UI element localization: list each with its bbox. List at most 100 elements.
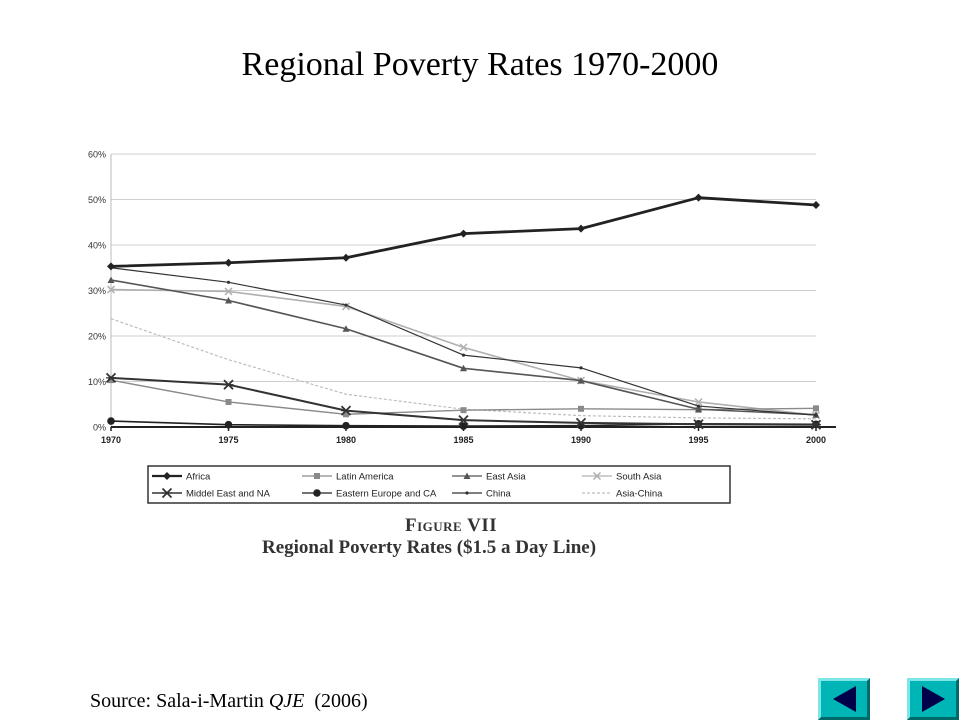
- legend-label: Africa: [186, 472, 211, 483]
- x-tick-label: 2000: [806, 435, 826, 445]
- legend-entry: Latin America: [302, 472, 394, 483]
- data-point: [105, 372, 117, 383]
- data-point: [344, 303, 348, 307]
- data-point: [814, 413, 818, 417]
- marker-stroke: [592, 471, 602, 481]
- x-tick-label: 1985: [453, 435, 473, 445]
- legend-marker: [463, 472, 471, 479]
- y-tick-label: 20%: [88, 332, 106, 342]
- data-point: [106, 285, 116, 294]
- data-point: [810, 419, 822, 430]
- source-citation: Source: Sala-i-Martin QJE (2006): [90, 690, 368, 713]
- data-point: [224, 420, 233, 429]
- slide-title: Regional Poverty Rates 1970-2000: [241, 46, 719, 83]
- data-point: [226, 280, 231, 284]
- data-point: [459, 343, 468, 352]
- data-point: [107, 276, 115, 284]
- legend-label: Latin America: [336, 472, 394, 483]
- legend-entry: East Asia: [452, 472, 526, 483]
- data-point: [107, 262, 115, 271]
- x-tick-label: 1980: [336, 435, 356, 445]
- data-point: [225, 297, 232, 304]
- data-point: [342, 421, 350, 430]
- data-point: [696, 404, 701, 408]
- x-tick-label: 1995: [688, 435, 708, 445]
- next-slide-button[interactable]: [907, 678, 959, 720]
- marker-stroke: [224, 287, 233, 296]
- previous-slide-button[interactable]: [818, 678, 870, 720]
- legend-entry: China: [452, 489, 512, 500]
- legend-box: [147, 465, 731, 504]
- legend-entry: Africa: [152, 472, 211, 483]
- data-point: [579, 366, 583, 370]
- marker-stroke: [459, 343, 468, 352]
- y-tick-label: 40%: [88, 241, 106, 251]
- data-point: [812, 200, 820, 209]
- legend-marker: [161, 487, 173, 499]
- data-point: [459, 422, 468, 430]
- y-tick-label: 60%: [88, 150, 106, 160]
- source-prefix: Source: Sala-i-Martin: [90, 690, 269, 712]
- data-point: [107, 417, 115, 425]
- chart-legend: Africa Latin America East Asia South Asia Mi…: [147, 465, 731, 504]
- marker-stroke: [106, 285, 116, 294]
- x-tick-label: 1975: [218, 435, 238, 445]
- legend-label: China: [486, 489, 512, 500]
- series-china: [109, 266, 818, 417]
- y-tick-label: 0%: [93, 423, 106, 433]
- data-point: [340, 405, 352, 416]
- legend-marker: [314, 473, 320, 479]
- legend-marker: [163, 472, 171, 480]
- y-tick-label: 10%: [88, 377, 106, 387]
- data-point: [458, 415, 469, 426]
- data-point: [813, 405, 819, 412]
- data-point: [342, 325, 350, 332]
- legend-label: South Asia: [616, 472, 662, 483]
- legend-label: East Asia: [486, 472, 526, 483]
- data-point: [343, 411, 349, 418]
- data-point: [223, 379, 234, 390]
- y-tick-label: 50%: [88, 195, 106, 205]
- legend-entry: Asia-China: [582, 489, 663, 500]
- y-tick-label: 30%: [88, 286, 106, 296]
- data-point: [224, 287, 233, 296]
- x-tick-label: 1970: [101, 435, 121, 445]
- legend-label: Asia-China: [616, 489, 663, 500]
- legend-entry: Eastern Europe and CA: [302, 489, 437, 500]
- series-line: [110, 288, 817, 416]
- data-point: [225, 398, 232, 405]
- data-point: [461, 353, 466, 357]
- data-point: [460, 407, 467, 414]
- data-point: [694, 397, 703, 407]
- triangle-left-icon: [833, 686, 856, 712]
- data-point: [694, 193, 703, 202]
- data-point: [224, 258, 233, 267]
- x-tick-label: 1990: [571, 435, 591, 445]
- legend-marker: [465, 491, 469, 495]
- legend-marker: [592, 471, 602, 481]
- series-middel-east-and-na: [105, 372, 822, 430]
- data-point: [577, 377, 585, 384]
- legend-marker: [313, 489, 321, 497]
- series-africa: [107, 193, 820, 271]
- data-point: [695, 405, 702, 413]
- chart-axes: 0% 10% 20% 30% 40% 50% 60% 1970 1975 1980 1985 1990…: [88, 150, 836, 445]
- legend-label: Middel East and NA: [186, 489, 271, 500]
- triangle-right-icon: [922, 686, 945, 712]
- source-journal: QJE: [268, 690, 305, 712]
- legend-entry: Middel East and NA: [152, 487, 271, 500]
- series-line: [110, 267, 817, 416]
- legend-label: Eastern Europe and CA: [336, 489, 437, 500]
- legend-entry: South Asia: [582, 472, 662, 483]
- data-point: [575, 417, 587, 429]
- data-point: [459, 229, 468, 238]
- data-point: [577, 224, 585, 233]
- data-point: [693, 419, 704, 430]
- marker-stroke: [694, 397, 703, 407]
- chart-series: [105, 193, 822, 430]
- data-point: [108, 377, 114, 384]
- figure-caption: Regional Poverty Rates ($1.5 a Day Line): [262, 537, 597, 558]
- data-point: [460, 364, 467, 372]
- data-point: [342, 253, 350, 262]
